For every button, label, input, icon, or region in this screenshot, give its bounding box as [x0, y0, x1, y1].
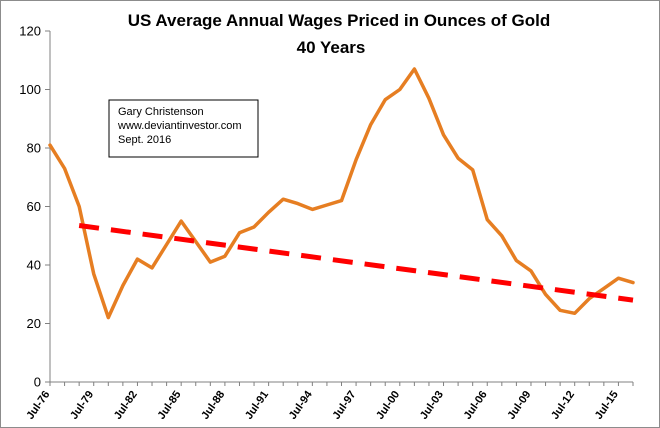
x-tick-label: Jul-82: [112, 389, 140, 422]
chart-subtitle: 40 Years: [297, 38, 366, 57]
x-tick-label: Jul-91: [243, 389, 271, 422]
x-axis-ticks: Jul-76 Jul-79 Jul-82 Jul-85 Jul-88 Jul-91 Jul-…: [24, 382, 634, 422]
x-tick-label: Jul-09: [505, 389, 533, 422]
y-axis-ticks: 0 20 40 60 80 100 120: [19, 24, 50, 390]
x-tick-label: Jul-97: [330, 389, 358, 422]
axes: [49, 31, 633, 383]
x-tick-label: Jul-85: [156, 389, 184, 422]
y-tick-label: 40: [27, 258, 41, 273]
source-annotation: Gary Christenson www.deviantinvestor.com…: [108, 99, 259, 158]
y-tick-label: 0: [34, 375, 41, 390]
x-tick-label: Jul-94: [287, 388, 316, 422]
annotation-website: www.deviantinvestor.com: [117, 120, 242, 132]
y-tick-label: 20: [27, 316, 41, 331]
x-tick-label: Jul-12: [549, 389, 577, 422]
x-tick-label: Jul-79: [68, 389, 96, 422]
x-tick-label: Jul-76: [24, 389, 52, 422]
y-tick-label: 60: [27, 199, 41, 214]
y-tick-label: 100: [19, 82, 41, 97]
x-tick-label: Jul-06: [462, 389, 490, 422]
x-tick-label: Jul-88: [199, 389, 227, 422]
chart-title: US Average Annual Wages Priced in Ounces…: [128, 11, 551, 30]
series-line-wages-in-gold: [48, 67, 635, 320]
x-tick-label: Jul-15: [593, 389, 621, 422]
trendline-dashed: [78, 223, 634, 303]
y-tick-label: 80: [27, 141, 41, 156]
x-tick-label: Jul-03: [418, 389, 446, 422]
annotation-date: Sept. 2016: [118, 134, 171, 146]
y-tick-label: 120: [19, 24, 41, 39]
annotation-author: Gary Christenson: [118, 106, 204, 118]
x-tick-label: Jul-00: [374, 389, 402, 422]
annotation-box: [108, 99, 259, 158]
